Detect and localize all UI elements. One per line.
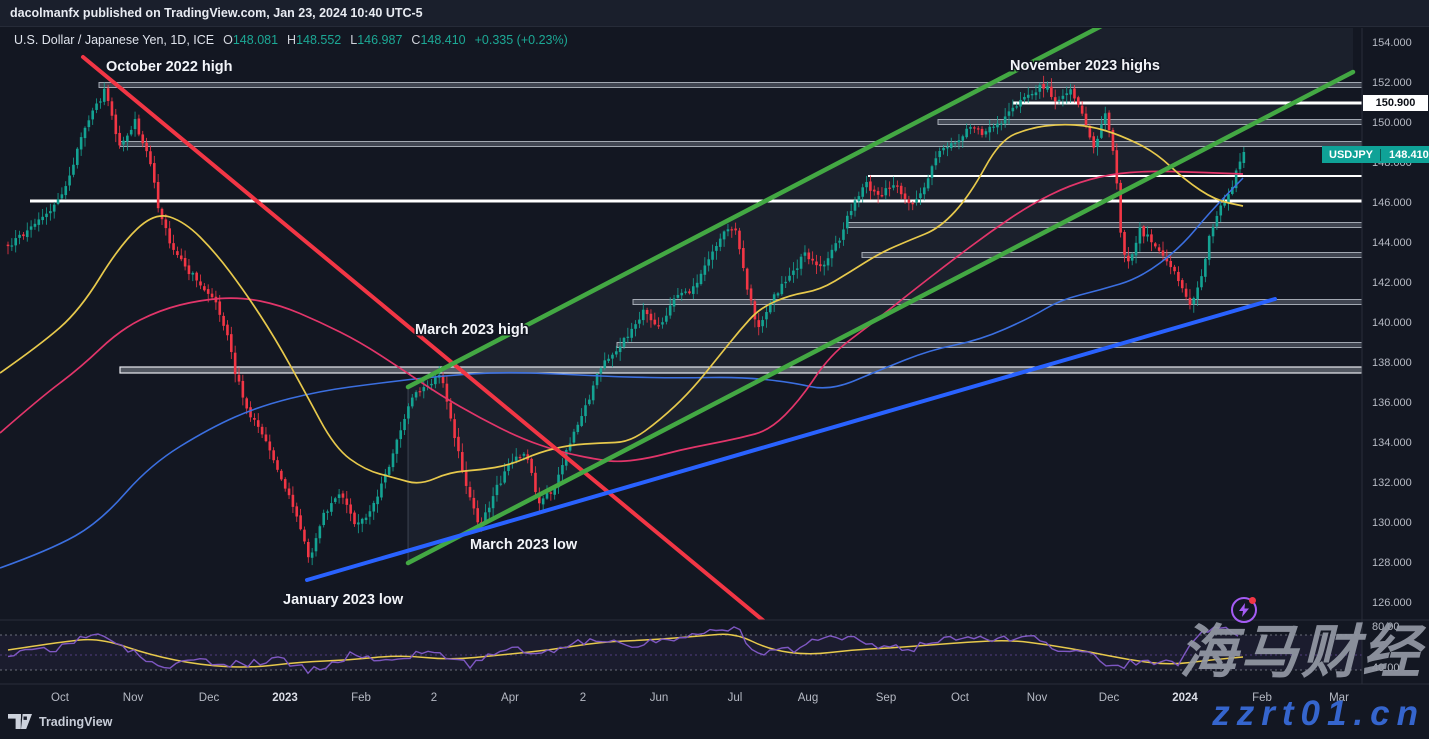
time-tick: Nov xyxy=(123,692,144,704)
price-tick: 150.000 xyxy=(1372,117,1412,129)
level-band-137.60[interactable] xyxy=(119,366,1362,374)
boost-button[interactable] xyxy=(1231,597,1257,623)
level-band-141.00[interactable] xyxy=(632,299,1362,305)
price-pane[interactable] xyxy=(0,0,1362,622)
price-tick: 140.000 xyxy=(1372,317,1412,329)
time-tick: Feb xyxy=(351,692,371,704)
price-axis[interactable]: 154.000152.000150.000148.000146.000144.0… xyxy=(1372,37,1412,674)
level-band-144.85[interactable] xyxy=(847,222,1362,228)
ma-blue-line xyxy=(0,177,1244,569)
publish-bar: dacolmanfx published on TradingView.com,… xyxy=(0,0,1429,27)
level-band-138.85[interactable] xyxy=(616,342,1362,348)
price-label-symbol: USDJPY xyxy=(1322,148,1382,161)
price-tick: 128.000 xyxy=(1372,557,1412,569)
notification-dot xyxy=(1249,597,1256,604)
price-label-value: 148.410 xyxy=(1389,148,1429,161)
time-tick: Feb xyxy=(1252,692,1272,704)
trendline-channel-lower-green[interactable] xyxy=(405,69,1356,566)
lightning-icon xyxy=(1239,603,1249,617)
annotation-text: January 2023 low xyxy=(283,592,404,608)
level-band-148.90[interactable] xyxy=(119,141,1362,147)
time-tick: Jul xyxy=(728,692,743,704)
price-label-current[interactable]: USDJPY 148.410 xyxy=(1322,146,1429,163)
trendline-downtrend-from-october-2022-high[interactable] xyxy=(81,55,766,622)
price-tick: 126.000 xyxy=(1372,597,1412,609)
level-band-150.00[interactable] xyxy=(937,119,1362,125)
ma-yellow-line xyxy=(0,123,1244,484)
price-tick: 152.000 xyxy=(1372,77,1412,89)
ohlc-low: L146.987 xyxy=(350,33,403,47)
tradingview-logo-icon xyxy=(8,714,32,729)
ma-pink-line xyxy=(0,170,1244,463)
price-tick: 142.000 xyxy=(1372,277,1412,289)
symbol-info-row[interactable]: U.S. Dollar / Japanese Yen, 1D, ICE O148… xyxy=(14,33,568,47)
trendline-uptrend-from-january-2023-low[interactable] xyxy=(305,297,1277,582)
price-tick: 130.000 xyxy=(1372,517,1412,529)
time-tick: Aug xyxy=(798,692,818,704)
time-tick: Oct xyxy=(51,692,70,704)
time-axis[interactable]: Oct Nov Dec 2023 Feb 2 Apr 2 Jun Jul Aug Sep Oct Nov D… xyxy=(51,692,1349,704)
rsi-yellow-line xyxy=(7,633,1244,668)
watermark-site-name: 海马财经 xyxy=(1178,620,1423,685)
publish-text: dacolmanfx published on TradingView.com,… xyxy=(10,6,423,20)
time-tick: Apr xyxy=(501,692,519,704)
rsi-tick: 40.00 xyxy=(1372,662,1400,674)
time-tick: Mar xyxy=(1329,692,1349,704)
price-tick: 134.000 xyxy=(1372,437,1412,449)
ohlc-close: C148.410 xyxy=(411,33,466,47)
level-band-151.85[interactable] xyxy=(98,82,1362,88)
time-tick: Nov xyxy=(1027,692,1048,704)
support-resistance-levels[interactable] xyxy=(30,82,1362,374)
annotation-text: March 2023 low xyxy=(470,537,578,553)
time-tick: 2 xyxy=(580,692,586,704)
price-tick: 132.000 xyxy=(1372,477,1412,489)
price-tick: 146.000 xyxy=(1372,197,1412,209)
time-tick: 2023 xyxy=(272,692,298,704)
ohlc-open: O148.081 xyxy=(223,33,279,47)
annotation-text: March 2023 high xyxy=(415,322,529,338)
trendline-channel-upper-green[interactable] xyxy=(405,0,1353,390)
level-band-143.35[interactable] xyxy=(861,252,1362,258)
annotation-text: November 2023 highs xyxy=(1010,58,1160,74)
rsi-pane[interactable] xyxy=(0,626,1362,675)
price-label-150900[interactable]: 150.900 xyxy=(1363,95,1428,111)
symbol-title[interactable]: U.S. Dollar / Japanese Yen, 1D, ICE xyxy=(14,33,215,47)
time-tick: Jun xyxy=(650,692,669,704)
watermark-site-url: zzrt01.cn xyxy=(1212,694,1425,733)
tradingview-logo-text: TradingView xyxy=(39,715,113,729)
time-tick: Dec xyxy=(1099,692,1120,704)
rsi-purple-line xyxy=(7,626,1239,675)
price-label-150900-text: 150.900 xyxy=(1375,97,1416,109)
time-tick: Oct xyxy=(951,692,970,704)
time-tick: 2024 xyxy=(1172,692,1198,704)
time-tick: 2 xyxy=(431,692,437,704)
annotation-text: October 2022 high xyxy=(106,59,233,75)
time-tick: Dec xyxy=(199,692,220,704)
time-tick: Sep xyxy=(876,692,896,704)
tradingview-logo[interactable]: TradingView xyxy=(8,714,112,730)
price-tick: 144.000 xyxy=(1372,237,1412,249)
rsi-tick: 80.00 xyxy=(1372,621,1400,633)
price-change: +0.335 (+0.23%) xyxy=(474,33,568,47)
ohlc-high: H148.552 xyxy=(287,33,342,47)
annotations: October 2022 high November 2023 highs Marc… xyxy=(105,57,1162,610)
price-tick: 136.000 xyxy=(1372,397,1412,409)
price-tick: 138.000 xyxy=(1372,357,1412,369)
price-tick: 154.000 xyxy=(1372,37,1412,49)
